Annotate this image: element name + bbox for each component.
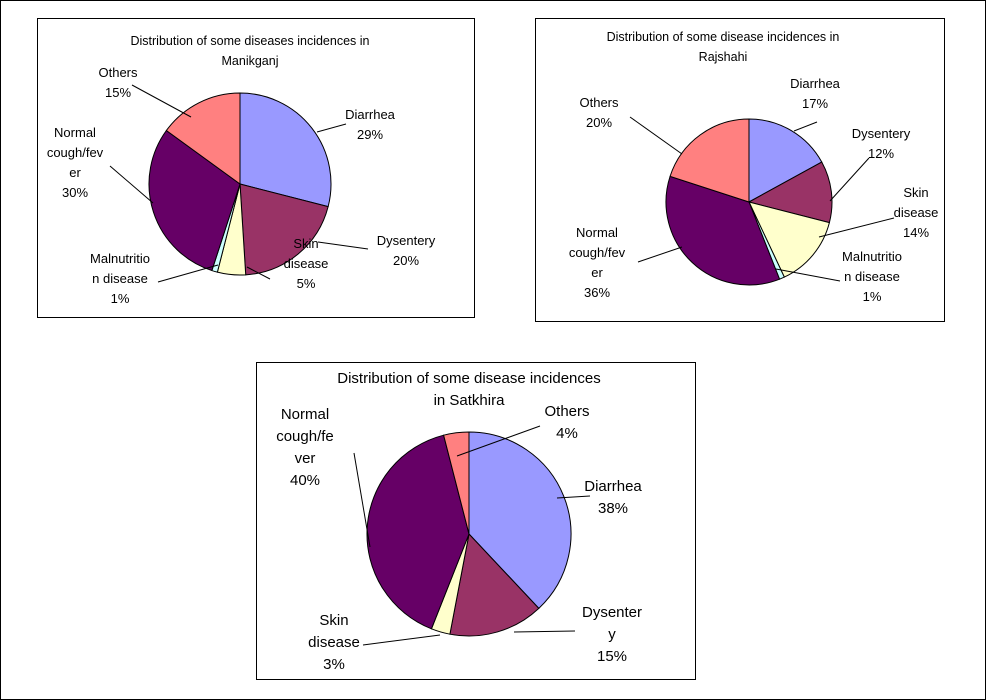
- leader-line-others: [131, 84, 192, 118]
- slice-label-others: Others 4%: [544, 403, 589, 442]
- slice-label-malnutrition-disease: Malnutritio n disease 1%: [90, 251, 150, 306]
- leader-line-skin-disease: [246, 266, 271, 280]
- slice-dysentery: [239, 183, 329, 276]
- slice-normal-cough-fever: [366, 434, 470, 630]
- leader-line-normal-cough-fever: [109, 165, 154, 204]
- leader-line-diarrhea: [316, 123, 347, 133]
- slice-skin-disease: [748, 201, 830, 278]
- pie-chart-manikganj: Distribution of some diseases incidences…: [37, 18, 475, 318]
- leader-line-skin-disease: [362, 634, 441, 646]
- slice-dysentery: [747, 161, 833, 224]
- pie-slices: [366, 431, 572, 637]
- slice-others: [443, 431, 470, 535]
- leader-line-malnutrition-disease: [775, 268, 841, 282]
- slice-label-others: Others 15%: [98, 65, 138, 100]
- slice-normal-cough-fever: [665, 175, 781, 286]
- slice-normal-cough-fever: [148, 129, 241, 272]
- slice-dysentery: [449, 532, 540, 637]
- slice-label-skin-disease: Skin disease 14%: [894, 185, 939, 240]
- slice-label-dysentery: Dysentery 20%: [377, 233, 436, 268]
- slice-label-dysentery: Dysentery 12%: [852, 126, 911, 161]
- slice-label-others: Others 20%: [579, 95, 619, 130]
- chart-title: Distribution of some disease incidences i…: [337, 370, 600, 409]
- leader-line-others: [456, 425, 541, 457]
- slice-label-diarrhea: Diarrhea 29%: [345, 107, 396, 142]
- leader-line-dysentery: [513, 630, 576, 633]
- pie-chart-satkhira: Distribution of some disease incidences i…: [256, 362, 696, 680]
- slice-diarrhea: [239, 92, 332, 208]
- slice-diarrhea: [748, 118, 823, 203]
- slice-label-skin-disease: Skin disease 3%: [308, 612, 360, 673]
- leader-line-normal-cough-fever: [353, 452, 371, 548]
- slice-label-normal-cough-fever: Normal cough/fev er 36%: [569, 225, 626, 300]
- slice-label-diarrhea: Diarrhea 38%: [584, 478, 642, 517]
- slice-label-dysentery: Dysenter y 15%: [582, 604, 642, 665]
- leader-line-skin-disease: [818, 217, 895, 238]
- slice-label-normal-cough-fever: Normal cough/fev er 30%: [47, 125, 104, 200]
- chart-title: Distribution of some diseases incidences…: [130, 34, 369, 68]
- slice-diarrhea: [468, 431, 572, 610]
- leader-line-normal-cough-fever: [637, 246, 683, 263]
- slice-label-diarrhea: Diarrhea 17%: [790, 76, 841, 111]
- chart-title: Distribution of some disease incidences …: [607, 30, 840, 64]
- leader-line-others: [629, 116, 683, 155]
- leader-line-dysentery: [317, 241, 369, 250]
- slice-label-normal-cough-fever: Normal cough/fe ver 40%: [276, 406, 334, 489]
- leader-line-diarrhea: [556, 495, 591, 499]
- pie-slices: [148, 92, 332, 276]
- slice-label-malnutrition-disease: Malnutritio n disease 1%: [842, 249, 902, 304]
- slice-label-skin-disease: Skin disease 5%: [284, 236, 329, 291]
- leader-line-malnutrition-disease: [157, 264, 219, 283]
- slice-others: [165, 92, 241, 185]
- pie-chart-rajshahi: Distribution of some disease incidences …: [535, 18, 945, 322]
- pie-slices: [665, 118, 833, 286]
- slice-others: [669, 118, 750, 203]
- leader-line-dysentery: [829, 157, 870, 202]
- leader-line-diarrhea: [793, 121, 818, 132]
